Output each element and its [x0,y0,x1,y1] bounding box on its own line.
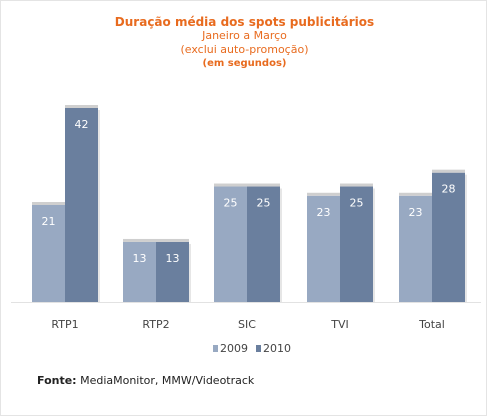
bar-total-2010 [432,172,465,302]
chart-title: Duração média dos spots publicitários [114,15,375,29]
legend-swatch-2010 [256,345,261,352]
x-tick-label-tvi: TVI [330,318,349,331]
bar-cap-total-2010 [432,169,465,173]
bar-cap-sic-2009 [214,183,247,187]
source-label: Fonte: [37,374,77,387]
bar-sic-2010 [247,186,280,302]
bar-cap-sic-2010 [247,183,280,187]
bar-rtp2-2010 [156,241,189,302]
data-label-rtp1-2009: 21 [42,215,56,228]
data-label-total-2010: 28 [442,183,456,196]
chart-unit: (em segundos) [202,58,287,69]
source-text: MediaMonitor, MMW/Videotrack [80,374,255,387]
x-tick-label-rtp1: RTP1 [51,318,78,331]
chart-subtitle-line-1: Janeiro a Março [202,29,287,42]
bar-rtp1-2010 [65,108,98,302]
x-tick-label-sic: SIC [238,318,256,331]
data-label-sic-2009: 25 [224,197,238,210]
bar-cap-tvi-2010 [340,183,373,187]
legend-label-2009: 2009 [220,342,248,355]
chart-subtitle-line-2: (exclui auto-promoção) [180,43,309,56]
legend-swatch-2009 [213,345,218,352]
data-label-total-2009: 23 [409,206,423,219]
bar-tvi-2009 [307,195,340,302]
bar-cap-rtp2-2009 [123,238,156,242]
bar-cap-total-2009 [399,192,432,196]
data-label-rtp1-2010: 42 [75,118,89,131]
x-tick-label-rtp2: RTP2 [142,318,169,331]
bar-cap-rtp2-2010 [156,238,189,242]
data-label-rtp2-2010: 13 [166,252,180,265]
legend-label-2010: 2010 [263,342,291,355]
source-note: Fonte: MediaMonitor, MMW/Videotrack [37,374,254,387]
bar-sic-2009 [214,186,247,302]
bar-cap-rtp1-2009 [32,202,65,205]
bar-cap-tvi-2009 [307,192,340,196]
bar-total-2009 [399,195,432,302]
bar-rtp1-2009 [32,205,65,302]
bar-tvi-2010 [340,186,373,302]
data-label-tvi-2009: 23 [317,206,331,219]
bar-cap-rtp1-2010 [65,105,98,108]
x-tick-label-total: Total [418,318,445,331]
data-label-tvi-2010: 25 [350,197,364,210]
data-label-rtp2-2009: 13 [133,252,147,265]
data-label-sic-2010: 25 [257,197,271,210]
bar-rtp2-2009 [123,241,156,302]
chart-titles: Duração média dos spots publicitários Ja… [1,15,487,71]
